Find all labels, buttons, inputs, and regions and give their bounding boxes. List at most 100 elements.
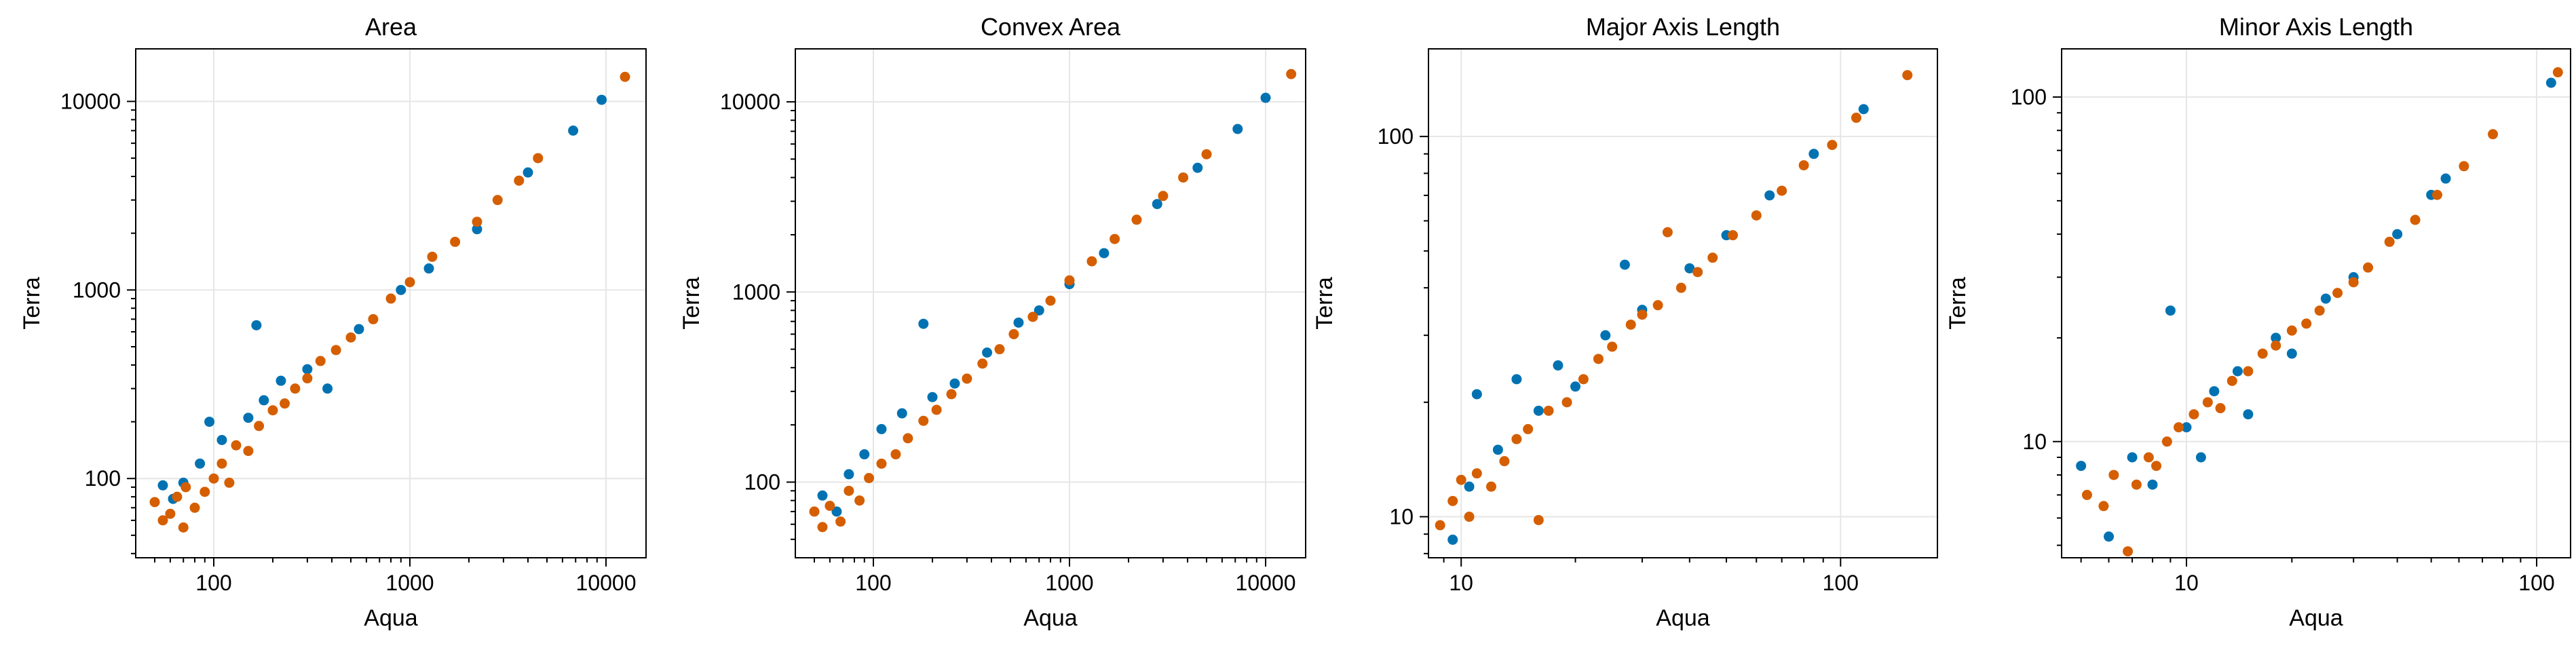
data-point-series-0	[472, 224, 482, 235]
x-tick-label: 100	[1823, 571, 1859, 595]
data-point-series-0	[354, 324, 364, 335]
data-point-series-1	[427, 251, 438, 262]
data-point-series-1	[189, 502, 200, 513]
data-point-series-1	[962, 373, 972, 384]
data-point-series-0	[2165, 305, 2176, 316]
data-point-series-1	[2286, 325, 2297, 336]
data-point-series-1	[2098, 501, 2109, 512]
data-point-series-0	[1152, 199, 1162, 210]
data-point-series-0	[1533, 405, 1544, 416]
data-point-series-0	[1808, 149, 1819, 159]
plot-frame	[2061, 48, 2571, 558]
data-point-series-1	[1464, 512, 1475, 522]
x-axis-label: Aqua	[1023, 605, 1077, 631]
x-tick-label: 10000	[576, 571, 637, 595]
x-tick-label: 10000	[1236, 571, 1296, 595]
data-point-series-1	[1286, 69, 1297, 79]
data-point-series-1	[472, 216, 482, 227]
data-point-series-0	[2076, 461, 2087, 472]
data-point-series-1	[514, 175, 525, 186]
data-point-series-1	[267, 405, 278, 416]
data-point-series-1	[1456, 474, 1466, 485]
data-point-series-0	[1553, 360, 1564, 371]
data-point-series-1	[2552, 67, 2563, 78]
data-point-series-0	[396, 284, 406, 295]
data-point-series-1	[1652, 300, 1663, 311]
data-point-series-0	[2392, 229, 2403, 240]
data-point-series-1	[2431, 189, 2442, 200]
data-point-series-1	[809, 506, 820, 517]
data-point-series-0	[2271, 332, 2281, 343]
chart-title: Major Axis Length	[1586, 13, 1780, 41]
chart-title: Convex Area	[981, 13, 1121, 41]
data-point-series-1	[368, 313, 379, 324]
data-point-series-1	[1707, 252, 1718, 263]
y-tick-label: 100	[2011, 85, 2047, 109]
data-point-series-0	[2195, 452, 2206, 463]
x-tick-label: 1000	[1045, 571, 1093, 595]
panel-2: 10 100 10 100 Major Axis Length Aqua Terra	[1312, 13, 1938, 631]
data-point-series-1	[2151, 461, 2162, 472]
x-axis-label: Aqua	[2289, 605, 2343, 631]
panel-3: 10 100 10 100 Minor Axis Length Aqua Terra	[1945, 13, 2571, 631]
y-tick-label: 10	[2022, 430, 2047, 454]
data-point-series-1	[2081, 489, 2092, 500]
data-point-series-0	[276, 375, 286, 386]
data-point-series-0	[1570, 381, 1580, 392]
data-point-series-1	[2123, 546, 2134, 557]
data-point-series-0	[1013, 317, 1024, 328]
data-point-series-1	[977, 358, 988, 369]
data-point-series-1	[450, 236, 461, 247]
data-point-series-1	[2459, 161, 2469, 172]
data-point-series-1	[404, 277, 415, 288]
data-point-series-1	[1751, 210, 1762, 221]
data-point-series-0	[302, 364, 313, 375]
data-point-series-1	[1045, 295, 1056, 306]
data-point-series-1	[178, 522, 189, 533]
y-tick-label: 100	[1378, 124, 1414, 149]
data-point-series-0	[1492, 444, 1503, 455]
data-point-series-1	[231, 440, 242, 451]
data-point-series-1	[1798, 160, 1809, 171]
data-point-series-1	[1435, 520, 1445, 531]
data-point-series-1	[1578, 374, 1589, 385]
data-point-series-1	[1662, 227, 1673, 237]
data-point-series-1	[1008, 328, 1019, 339]
data-point-series-1	[243, 446, 254, 457]
chart-title: Area	[365, 13, 417, 41]
data-point-series-1	[330, 345, 341, 356]
data-point-series-0	[2545, 77, 2556, 88]
data-point-series-0	[2440, 173, 2451, 184]
panel-0: 100 1000 10000 100 1000 10000 Area Aqua Terra	[19, 13, 647, 631]
data-point-series-1	[165, 508, 176, 519]
data-point-series-0	[1511, 374, 1522, 385]
data-point-series-1	[2257, 348, 2268, 359]
data-point-series-0	[2286, 348, 2297, 359]
data-point-series-1	[1692, 267, 1703, 278]
data-point-series-0	[322, 383, 333, 394]
data-point-series-0	[1858, 104, 1869, 115]
data-point-series-0	[2209, 386, 2220, 397]
data-point-series-0	[2320, 293, 2331, 304]
y-tick-label: 1000	[732, 280, 780, 304]
data-point-series-1	[2314, 305, 2325, 316]
data-point-series-1	[2161, 436, 2172, 447]
data-point-series-0	[243, 413, 254, 423]
data-point-series-1	[876, 458, 887, 469]
data-point-series-1	[1533, 514, 1544, 525]
data-point-series-1	[2243, 366, 2254, 377]
data-point-series-1	[825, 501, 835, 512]
data-point-series-1	[1607, 341, 1618, 352]
data-point-series-0	[1464, 481, 1475, 492]
data-point-series-1	[200, 487, 210, 497]
data-point-series-0	[259, 395, 269, 406]
data-point-series-1	[1499, 456, 1510, 467]
data-point-series-1	[1471, 468, 1482, 479]
data-point-series-1	[2363, 262, 2374, 273]
data-point-series-1	[1447, 495, 1458, 506]
data-point-series-1	[315, 356, 326, 366]
x-tick-label: 100	[2518, 571, 2554, 595]
data-point-series-0	[1192, 162, 1203, 173]
data-point-series-1	[1675, 282, 1686, 293]
data-point-series-1	[2131, 479, 2142, 490]
